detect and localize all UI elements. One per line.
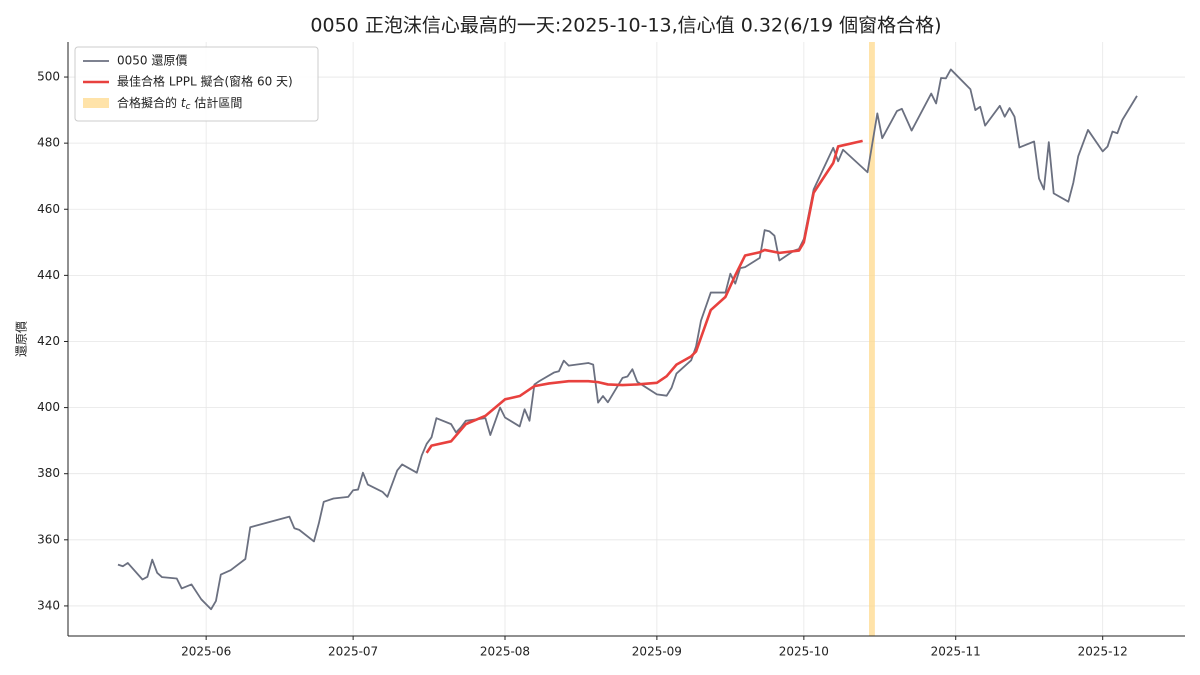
legend-label: 最佳合格 LPPL 擬合(窗格 60 天) [117, 74, 293, 89]
y-tick-label: 400 [37, 400, 60, 414]
legend-box [74, 46, 319, 122]
chart-title: 0050 正泡沫信心最高的一天:2025-10-13,信心值 0.32(6/19… [310, 15, 941, 37]
y-tick-label: 420 [37, 334, 60, 348]
series-line [425, 139, 863, 454]
y-tick-label: 340 [37, 598, 60, 612]
legend-label-part: t [181, 96, 187, 110]
x-tick-label: 2025-07 [328, 645, 378, 659]
legend-label: 合格擬合的 tc 估計區間 [117, 95, 242, 112]
x-tick-label: 2025-09 [632, 645, 682, 659]
legend-swatch [83, 98, 109, 108]
y-tick-label: 500 [37, 70, 60, 84]
tc-span [869, 42, 875, 636]
y-tick-label: 460 [37, 202, 60, 216]
legend-label-part: 合格擬合的 [117, 95, 181, 110]
x-tick-label: 2025-08 [480, 645, 530, 659]
y-tick-label: 480 [37, 136, 60, 150]
y-tick-label: 360 [37, 532, 60, 546]
legend-label-part: 估計區間 [191, 95, 243, 110]
series-line [117, 68, 1138, 611]
legend-label: 0050 還原價 [117, 54, 187, 68]
x-tick-label: 2025-10 [779, 645, 829, 659]
y-tick-label: 440 [37, 268, 60, 282]
x-tick-label: 2025-06 [181, 645, 231, 659]
y-axis-label: 還原價 [15, 321, 29, 357]
legend-label-part: c [186, 102, 191, 112]
x-tick-label: 2025-11 [931, 645, 981, 659]
x-tick-label: 2025-12 [1078, 645, 1128, 659]
y-tick-label: 380 [37, 466, 60, 480]
